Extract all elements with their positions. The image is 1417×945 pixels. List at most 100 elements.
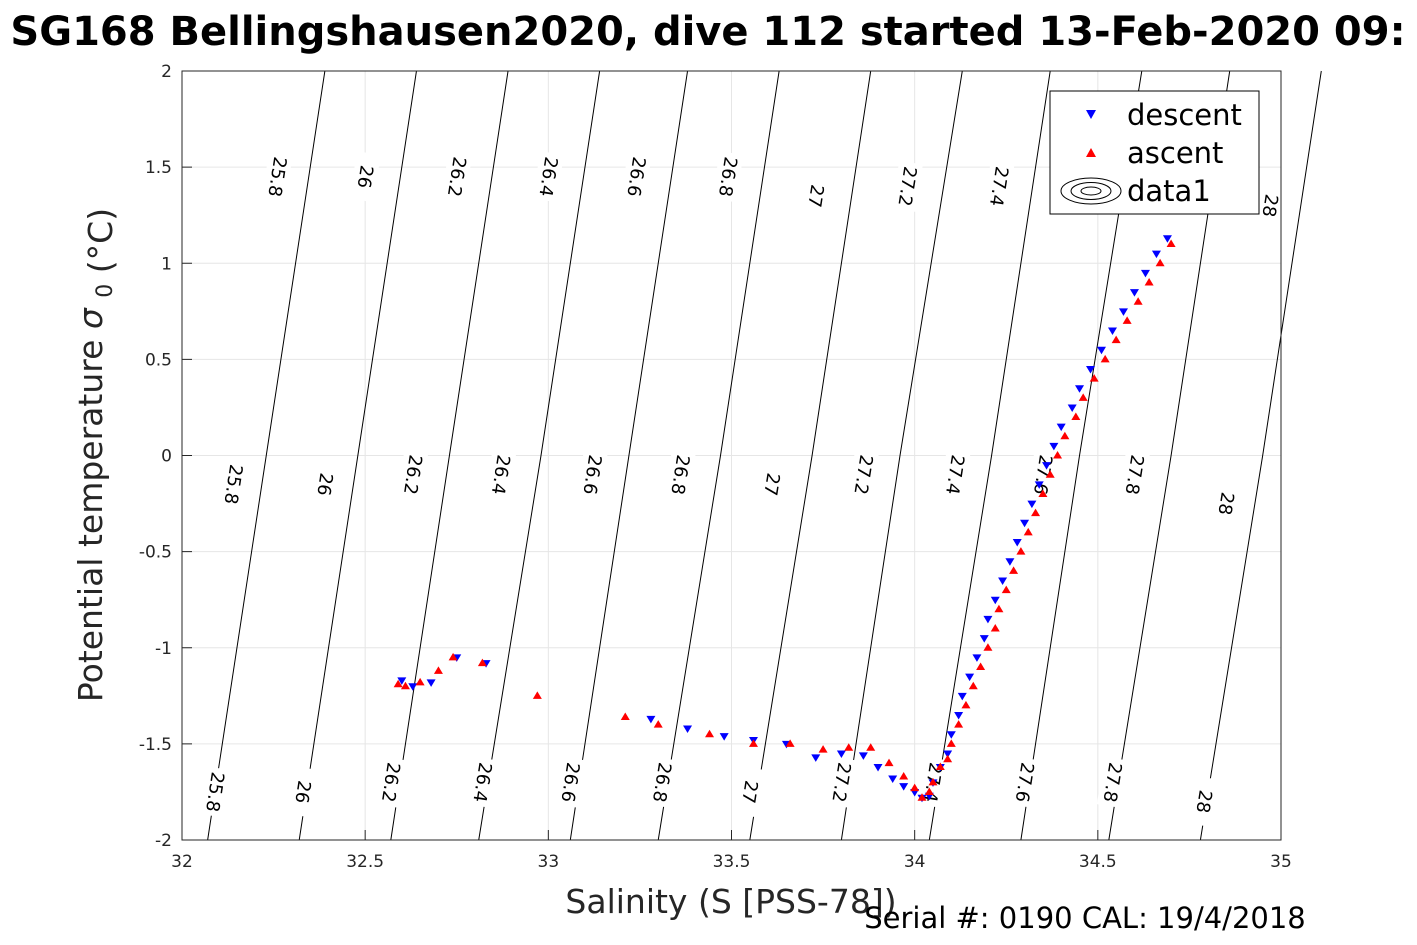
x-tick-label: 34: [904, 852, 926, 872]
contour-label-bg: [756, 458, 788, 510]
series-descent: [397, 235, 1172, 803]
contour-label-bg: [1096, 756, 1129, 808]
ascent-point: [1155, 258, 1165, 267]
legend-ascent-label: ascent: [1127, 136, 1223, 170]
descent-point: [1005, 558, 1015, 566]
contour-label: 28: [1213, 491, 1237, 517]
contour-line: [1199, 70, 1322, 841]
descent-point: [1049, 442, 1059, 451]
contour-line: [749, 70, 872, 841]
ascent-point: [1133, 297, 1143, 305]
descent-point: [719, 733, 729, 741]
ascent-point: [943, 754, 953, 763]
contour-label: 28: [1257, 193, 1281, 219]
ascent-point: [1031, 508, 1041, 517]
ascent-point: [1001, 585, 1011, 594]
x-tick-label: 33: [538, 852, 560, 872]
descent-point: [990, 596, 1000, 605]
contour-label-bg: [712, 151, 744, 203]
ascent-point: [1089, 374, 1099, 382]
contour-label-bg: [620, 151, 652, 203]
contour-line: [207, 70, 326, 841]
descent-point: [858, 752, 868, 760]
x-tick-label: 32.5: [346, 852, 384, 872]
ascent-point: [884, 758, 894, 767]
descent-point: [1042, 462, 1052, 470]
y-axis-label-symbol: σ: [71, 307, 110, 329]
x-tick-label: 33.5: [713, 852, 751, 872]
contour-label-bg: [199, 766, 231, 818]
descent-point: [1027, 500, 1037, 509]
ascent-point: [1100, 354, 1110, 363]
y-tick-label: -2: [155, 831, 172, 851]
ascent-point: [844, 743, 854, 751]
descent-point: [946, 731, 956, 739]
ascent-point: [866, 743, 876, 751]
descent-point: [965, 673, 975, 682]
x-tick-label: 34.5: [1079, 852, 1117, 872]
ascent-point: [910, 783, 920, 792]
ascent-point: [1023, 527, 1033, 536]
ascent-point: [917, 793, 927, 801]
ascent-point: [1053, 451, 1063, 459]
ascent-point: [954, 720, 964, 728]
contour-label-bg: [983, 160, 1015, 212]
ascent-point: [976, 662, 986, 670]
data-series: [393, 235, 1176, 803]
contour-line: [840, 70, 963, 841]
contour-label-bg: [217, 458, 249, 510]
contour-line: [478, 70, 601, 841]
contour-label-bg: [397, 449, 429, 501]
legend-descent-label: descent: [1127, 98, 1242, 132]
contour-label-bg: [349, 151, 381, 203]
contour-label: 28: [1191, 789, 1215, 815]
ascent-point: [1009, 566, 1019, 574]
legend-data1-label: data1: [1127, 174, 1211, 208]
y-tick-label: 1: [161, 254, 172, 274]
ascent-point: [1060, 431, 1070, 440]
descent-point: [983, 615, 993, 624]
descent-point: [836, 750, 846, 758]
contour-label-bg: [375, 756, 407, 808]
descent-point: [873, 763, 883, 772]
descent-point: [1107, 327, 1117, 336]
descent-point: [397, 677, 407, 685]
ascent-point: [1166, 239, 1176, 248]
ascent-point: [818, 745, 828, 753]
contour-label-bg: [825, 756, 857, 808]
legend-descent-marker: [1086, 110, 1096, 119]
ascent-point: [393, 679, 403, 688]
contour-label-bg: [891, 160, 923, 212]
ascent-point: [1122, 316, 1132, 324]
ascent-point: [1016, 547, 1026, 555]
y-axis-label-unit: (°C): [81, 208, 120, 273]
contour-line: [657, 70, 780, 841]
contour-label-bg: [800, 170, 832, 222]
descent-point: [1086, 365, 1096, 374]
ascent-point: [1045, 470, 1055, 478]
y-tick-label: -0.5: [139, 543, 172, 563]
ascent-point: [946, 739, 956, 747]
ascent-point: [994, 604, 1004, 613]
x-axis-label: Salinity (S [PSS-78]): [565, 882, 896, 921]
descent-point: [1162, 235, 1172, 243]
contour-label-bg: [847, 449, 879, 501]
y-axis-label: Potential temperature σ 0 (°C): [71, 208, 120, 702]
contour-label-bg: [441, 151, 473, 203]
descent-point: [1075, 385, 1085, 393]
descent-point: [972, 654, 982, 662]
ascent-point: [653, 720, 663, 728]
descent-point: [899, 783, 909, 791]
axis-ticks: 32 32.5 33 33.5 34 34.5 35 2 1.5 1 0.5 0 -0.5 -1 -1.5 -…: [139, 62, 1292, 872]
descent-point: [1118, 308, 1128, 316]
y-tick-label: -1: [155, 639, 172, 659]
y-tick-label: 0.5: [145, 350, 172, 370]
ascent-point: [961, 700, 971, 709]
contour-label-bg: [664, 449, 696, 501]
descent-point: [1020, 519, 1030, 528]
descent-point: [1056, 423, 1066, 432]
contour-label-bg: [939, 449, 971, 501]
contour-label-bg: [261, 151, 293, 203]
legend: descent ascent data1: [1049, 90, 1260, 215]
ascent-point: [415, 677, 425, 686]
